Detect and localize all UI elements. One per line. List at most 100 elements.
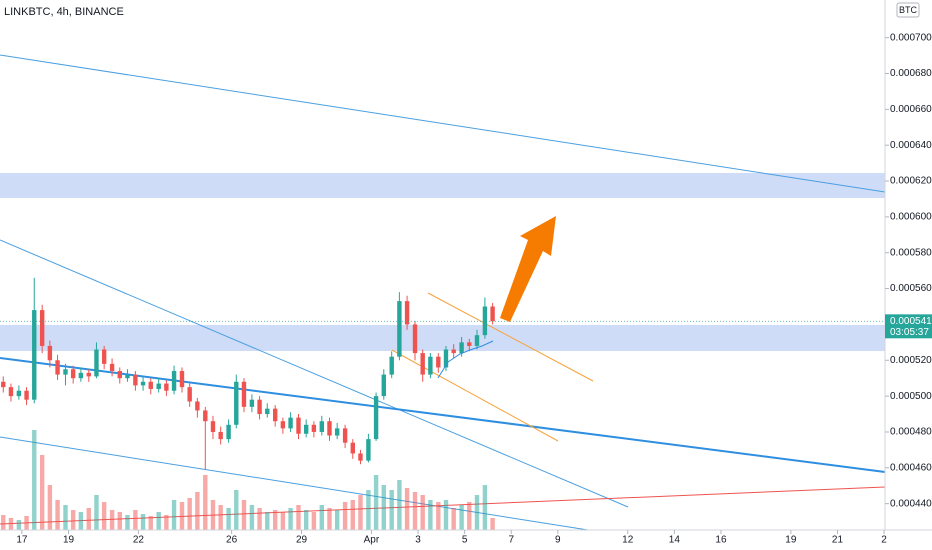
candle-body bbox=[381, 374, 386, 397]
candle-body bbox=[366, 439, 371, 461]
currency-box[interactable] bbox=[896, 2, 920, 18]
support-zone bbox=[0, 325, 885, 351]
volume-bar bbox=[203, 475, 208, 530]
candle-body bbox=[334, 428, 340, 436]
trend-line bbox=[0, 54, 886, 193]
candle-body bbox=[109, 363, 115, 372]
x-tick-label: 19 bbox=[785, 535, 797, 546]
candle-body bbox=[125, 374, 130, 379]
volume-bar bbox=[366, 490, 371, 530]
candle-body bbox=[420, 353, 425, 375]
volume-bar bbox=[288, 508, 293, 530]
candle-body bbox=[94, 349, 99, 377]
candle-body bbox=[474, 335, 480, 346]
x-tick-label: Apr bbox=[364, 535, 380, 546]
volume-bar bbox=[195, 492, 200, 530]
candle-body bbox=[24, 390, 29, 400]
volume-bar bbox=[101, 502, 107, 530]
candle-body bbox=[55, 360, 60, 375]
candle-body bbox=[16, 390, 22, 397]
volume-bar bbox=[327, 508, 332, 530]
candle-body bbox=[187, 387, 192, 402]
volume-bar bbox=[303, 510, 309, 530]
chart-title: LINKBTC, 4h, BINANCE bbox=[4, 6, 124, 18]
candle-body bbox=[443, 349, 449, 368]
volume-bar bbox=[226, 508, 231, 530]
volume-bar bbox=[234, 490, 239, 530]
candle-body bbox=[257, 399, 262, 415]
volume-bar bbox=[24, 516, 29, 530]
candle-body bbox=[234, 381, 239, 425]
x-tick-label: 14 bbox=[669, 535, 681, 546]
y-tick-label: 0.00066000 bbox=[890, 104, 932, 115]
x-tick-label: 29 bbox=[296, 535, 308, 546]
volume-bar bbox=[342, 502, 348, 530]
x-tick-label: 16 bbox=[715, 535, 727, 546]
y-tick-label: 0.00064000 bbox=[890, 140, 932, 151]
arrow bbox=[500, 216, 556, 322]
volume-bar bbox=[218, 505, 223, 530]
x-tick-label: 22 bbox=[133, 535, 145, 546]
x-tick-label: 26 bbox=[226, 535, 238, 546]
y-tick-label: 0.00048000 bbox=[890, 427, 932, 438]
last-price-label: 0.00054172 bbox=[890, 316, 932, 327]
candle-body bbox=[451, 349, 456, 354]
candle-body bbox=[272, 408, 278, 422]
candle-body bbox=[319, 421, 324, 432]
x-tick-label: 9 bbox=[555, 535, 561, 546]
candle-body bbox=[63, 369, 68, 375]
candle-body bbox=[117, 371, 122, 379]
y-tick-label: 0.00052000 bbox=[890, 355, 932, 366]
y-tick-label: 0.00070000 bbox=[890, 32, 932, 43]
volume-bar bbox=[117, 512, 122, 530]
trend-line bbox=[0, 239, 629, 508]
volume-bar bbox=[148, 516, 153, 530]
candle-body bbox=[133, 374, 138, 386]
channel-line bbox=[391, 349, 559, 442]
volume-bar bbox=[179, 502, 185, 530]
volume-bar bbox=[451, 508, 456, 530]
candle-body bbox=[311, 424, 317, 432]
volume-bar bbox=[467, 502, 472, 530]
y-tick-label: 0.00058000 bbox=[890, 247, 932, 258]
y-tick-label: 0.00046000 bbox=[890, 462, 932, 473]
x-tick-label: 2 bbox=[881, 535, 887, 546]
currency: BTC bbox=[899, 5, 918, 15]
y-tick-label: 0.00068000 bbox=[890, 68, 932, 79]
volume-bar bbox=[133, 510, 138, 530]
volume-bar bbox=[373, 475, 379, 530]
volume-bar bbox=[70, 510, 76, 530]
candle-body bbox=[140, 381, 146, 386]
candle-body bbox=[467, 342, 472, 346]
candle-body bbox=[342, 428, 348, 443]
volume-bar bbox=[358, 495, 363, 530]
volume-bar bbox=[311, 512, 317, 530]
trend-line bbox=[0, 357, 886, 473]
volume-bar bbox=[171, 500, 177, 530]
volume-bar bbox=[265, 512, 270, 530]
volume-bar bbox=[490, 518, 495, 530]
countdown: 03:05:37 bbox=[890, 327, 929, 338]
resistance-zone bbox=[0, 173, 885, 198]
volume-bar bbox=[428, 500, 433, 530]
x-tick-label: 19 bbox=[63, 535, 75, 546]
x-tick-label: 17 bbox=[16, 535, 28, 546]
volume-bar bbox=[436, 502, 441, 530]
volume-bar bbox=[125, 515, 130, 530]
volume-bar bbox=[412, 492, 418, 530]
candle-body bbox=[78, 372, 84, 379]
volume-bar bbox=[47, 485, 53, 530]
candle-body bbox=[482, 306, 488, 336]
candle-body bbox=[490, 306, 495, 322]
candle-body bbox=[358, 453, 363, 461]
y-tick-label: 0.00050000 bbox=[890, 391, 932, 402]
y-tick-label: 0.00062000 bbox=[890, 176, 932, 187]
candle-body bbox=[412, 324, 418, 354]
candle-body bbox=[350, 442, 355, 454]
volume-bar bbox=[164, 515, 169, 530]
volume-bar bbox=[187, 498, 192, 530]
volume-bar bbox=[32, 430, 37, 530]
